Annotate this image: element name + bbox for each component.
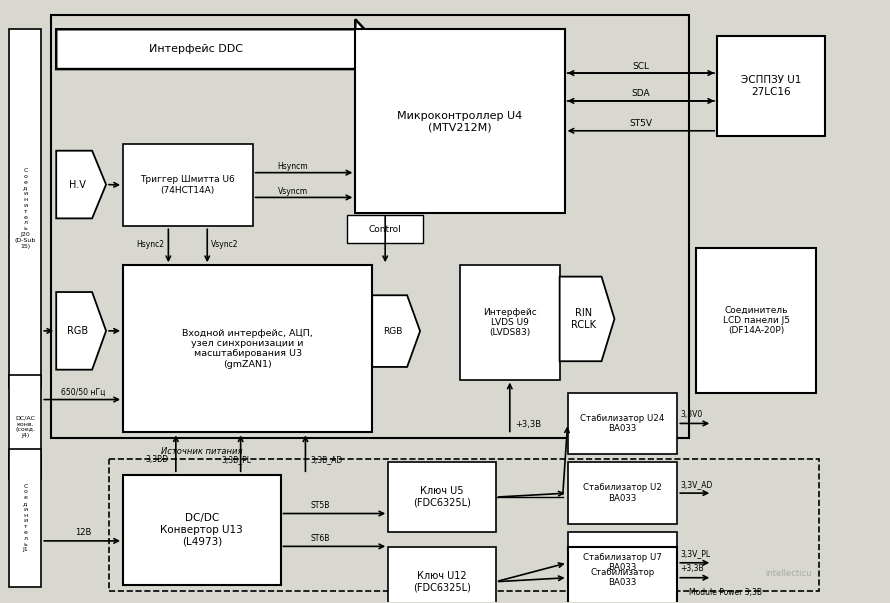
Bar <box>347 215 423 243</box>
Text: +3,3В: +3,3В <box>514 420 541 429</box>
Bar <box>568 463 677 524</box>
Text: Интерфейс
LVDS U9
(LVDS83): Интерфейс LVDS U9 (LVDS83) <box>483 308 537 337</box>
Bar <box>355 30 564 213</box>
Text: ST5В: ST5В <box>311 501 330 510</box>
Bar <box>10 30 41 388</box>
Text: DC/AC
конв.
(соед.
J4): DC/AC конв. (соед. J4) <box>15 415 36 438</box>
Text: ЭСППЗУ U1
27LC16: ЭСППЗУ U1 27LC16 <box>740 75 801 97</box>
Bar <box>568 393 677 454</box>
Bar <box>123 265 372 432</box>
Bar <box>568 547 677 603</box>
Text: SCL: SCL <box>633 62 650 71</box>
Bar <box>123 144 253 226</box>
Text: 3,3V_AD: 3,3V_AD <box>680 479 713 488</box>
Text: 3,3V0: 3,3V0 <box>680 410 702 419</box>
Bar <box>388 463 496 532</box>
Text: +3,3В: +3,3В <box>680 564 704 573</box>
Text: RGB: RGB <box>384 327 402 336</box>
Text: H.V: H.V <box>69 180 86 189</box>
Text: intellecticu: intellecticu <box>765 569 813 578</box>
Text: Источник питания: Источник питания <box>161 447 242 456</box>
Bar <box>388 547 496 603</box>
Text: Module Power 3,3В: Module Power 3,3В <box>689 588 762 597</box>
Text: Интерфейс DDC: Интерфейс DDC <box>149 44 243 54</box>
Bar <box>10 374 41 479</box>
Text: Стабилизатор
BA033: Стабилизатор BA033 <box>590 568 654 587</box>
Text: С
о
е
д
и
н
и
т
е
л
ь
J1: С о е д и н и т е л ь J1 <box>22 484 28 552</box>
Text: Control: Control <box>368 225 401 234</box>
Text: Стабилизатор U2
BA033: Стабилизатор U2 BA033 <box>583 484 662 503</box>
Text: ST5V: ST5V <box>629 119 652 128</box>
Bar <box>568 532 677 593</box>
Text: 3,3V_PL: 3,3V_PL <box>680 549 710 558</box>
Text: Vsync2: Vsync2 <box>211 240 239 249</box>
Text: 12В: 12В <box>75 528 92 537</box>
Text: RGB: RGB <box>67 326 88 336</box>
Text: Микроконтроллер U4
(MTV212M): Микроконтроллер U4 (MTV212M) <box>397 110 522 132</box>
Text: Ключ U5
(FDC6325L): Ключ U5 (FDC6325L) <box>413 486 471 508</box>
Text: RIN
RCLK: RIN RCLK <box>571 308 596 330</box>
Polygon shape <box>56 151 106 218</box>
Bar <box>52 15 689 438</box>
Text: 3,3В_AD: 3,3В_AD <box>311 455 343 464</box>
Text: DC/DC
Конвертор U13
(L4973): DC/DC Конвертор U13 (L4973) <box>160 513 243 546</box>
Text: Ключ U12
(FDC6325L): Ключ U12 (FDC6325L) <box>413 571 471 593</box>
Text: Соединитель
LCD панели J5
(DF14A-20P): Соединитель LCD панели J5 (DF14A-20P) <box>723 306 789 335</box>
Text: 3,3ВD: 3,3ВD <box>146 455 169 464</box>
Text: 3,3В_PL: 3,3В_PL <box>222 455 252 464</box>
Polygon shape <box>560 277 614 361</box>
Polygon shape <box>56 292 106 370</box>
Polygon shape <box>56 19 384 79</box>
Text: 650/50 нГц: 650/50 нГц <box>61 388 105 397</box>
Bar <box>717 36 825 136</box>
Polygon shape <box>372 295 420 367</box>
Text: Триггер Шмитта U6
(74HCT14A): Триггер Шмитта U6 (74HCT14A) <box>141 175 235 195</box>
Bar <box>10 449 41 587</box>
Text: SDA: SDA <box>632 89 651 98</box>
Text: Hsyncm: Hsyncm <box>278 162 308 171</box>
Bar <box>123 475 280 585</box>
Text: ST6В: ST6В <box>311 534 330 543</box>
Text: С
о
е
д
и
н
и
т
е
л
ь
J20
(D-Sub
15): С о е д и н и т е л ь J20 (D-Sub 15) <box>14 168 36 248</box>
Bar <box>460 265 560 380</box>
Bar <box>696 248 816 393</box>
Text: Стабилизатор U24
BA033: Стабилизатор U24 BA033 <box>580 414 665 433</box>
Text: Входной интерфейс, АЦП,
узел синхронизации и
масштабирования U3
(gmZAN1): Входной интерфейс, АЦП, узел синхронизац… <box>182 329 313 369</box>
Text: Hsync2: Hsync2 <box>136 240 165 249</box>
Text: Стабилизатор U7
BA033: Стабилизатор U7 BA033 <box>583 553 662 572</box>
Text: Vsyncm: Vsyncm <box>278 187 308 196</box>
Bar <box>109 459 819 591</box>
